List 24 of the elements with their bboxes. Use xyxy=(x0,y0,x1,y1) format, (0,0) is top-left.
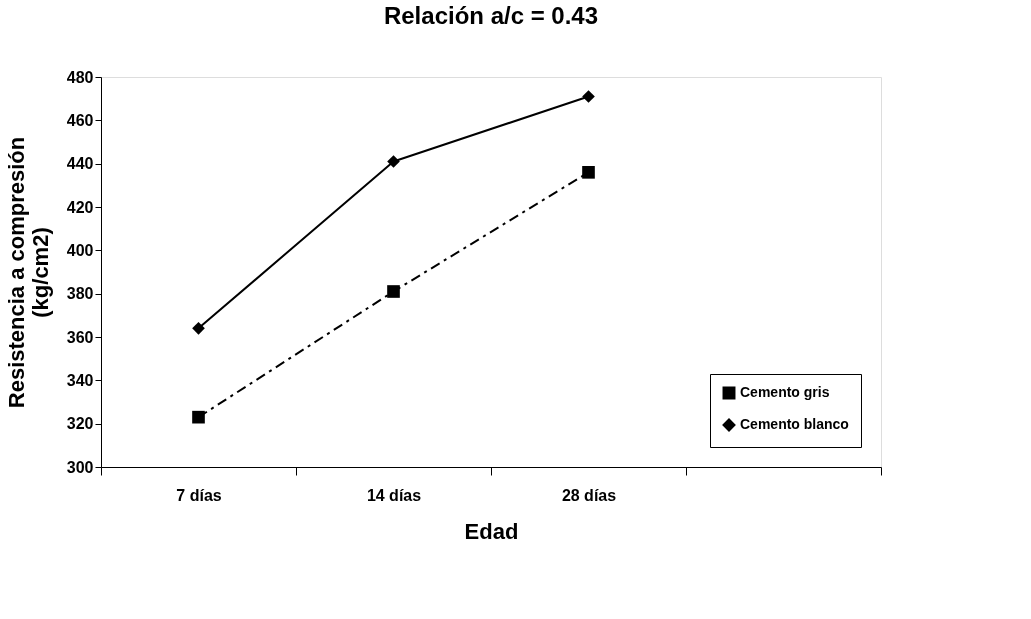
y-tick-label: 400 xyxy=(66,241,94,259)
y-tick-label: 360 xyxy=(66,328,94,346)
legend-label: Cemento blanco xyxy=(740,416,849,432)
y-tick-label: 460 xyxy=(66,111,94,129)
point xyxy=(582,90,595,103)
y-tick-label: 480 xyxy=(66,68,94,86)
y-tick-label: 380 xyxy=(66,285,94,303)
y-tick-label: 440 xyxy=(66,155,94,173)
x-axis-title: Edad xyxy=(464,518,519,544)
point xyxy=(192,410,205,424)
point xyxy=(387,155,400,168)
point xyxy=(192,322,205,335)
point xyxy=(387,285,400,298)
y-tick-label: 340 xyxy=(66,371,94,389)
x-tick-label: 7 días xyxy=(176,486,222,504)
x-tick-label: 14 días xyxy=(366,486,422,504)
y-tick-label: 320 xyxy=(66,415,94,433)
y-axis-title: Resistencia a compresión (kg/cm2) xyxy=(3,136,53,409)
y-tick-label: 300 xyxy=(66,458,94,476)
x-tick-label: 28 días xyxy=(561,486,617,504)
point xyxy=(582,166,595,179)
chart-title: Relación a/c = 0.43 xyxy=(383,2,599,29)
legend-label: Cemento gris xyxy=(740,384,830,400)
y-tick-label: 420 xyxy=(66,198,94,216)
